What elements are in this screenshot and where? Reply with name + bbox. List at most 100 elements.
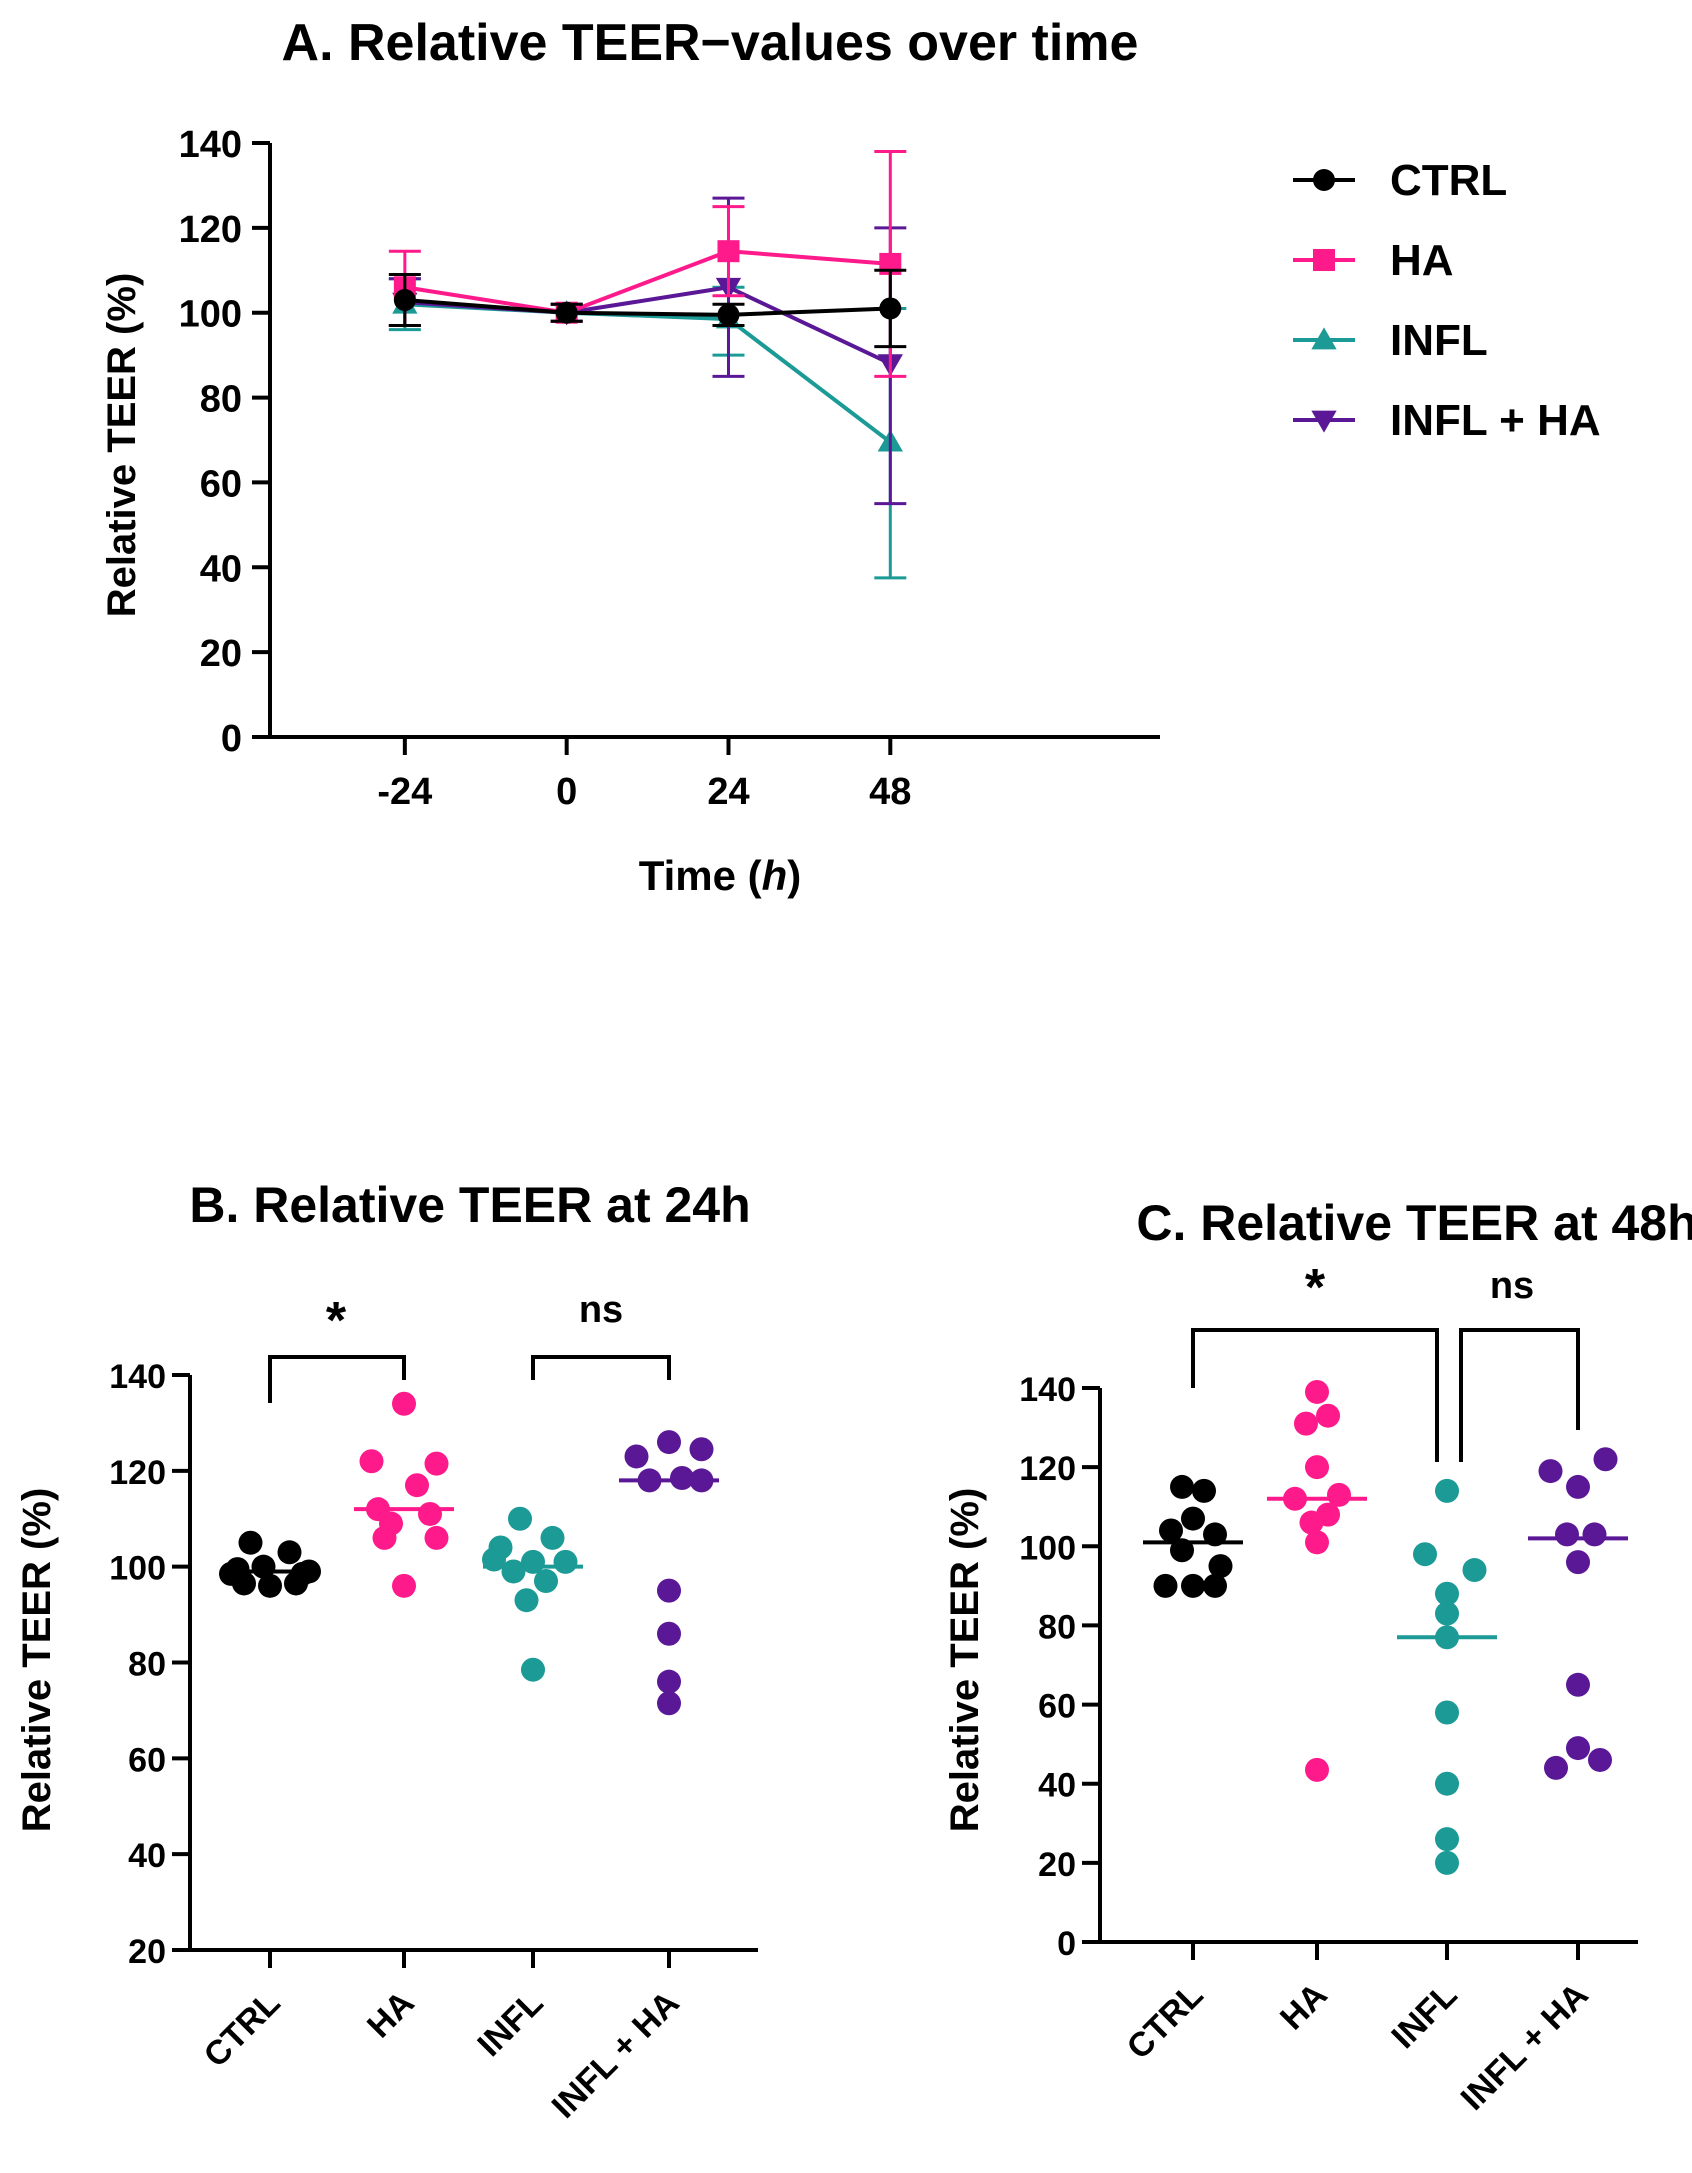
- panel-a-legend-label: INFL + HA: [1390, 396, 1601, 445]
- panel-b-data-point: [657, 1578, 681, 1603]
- panel-a-legend-marker: [1311, 327, 1337, 350]
- panel-b-y-tick-label: 100: [109, 1550, 166, 1588]
- panel-c-significance-bracket: [1191, 1328, 1439, 1462]
- panel-c-data-point: [1435, 1625, 1459, 1650]
- panel-c-y-tick-label: 100: [1019, 1529, 1076, 1567]
- panel-c-data-point: [1435, 1771, 1459, 1796]
- panel-b-title: B. Relative TEER at 24h: [189, 1177, 750, 1233]
- panel-a-series-infl: [388, 277, 907, 580]
- panel-c-significance-label: ns: [1490, 1265, 1534, 1307]
- panel-a-x-tick-label: -24: [377, 771, 432, 813]
- panel-c-y-tick-label: 20: [1038, 1846, 1076, 1884]
- panel-b-x-tick-label: CTRL: [197, 1984, 288, 2075]
- panel-c-data-point: [1435, 1478, 1459, 1503]
- panel-b-data-point: [372, 1525, 397, 1550]
- panel-c-data-point: [1582, 1522, 1607, 1547]
- panel-b-data-point: [689, 1437, 714, 1462]
- panel-b-y-axis-label: Relative TEER (%): [15, 1488, 59, 1833]
- panel-a-legend: CTRL HA INFL INFL + HA: [1293, 156, 1601, 445]
- panel-b-data-point: [219, 1561, 243, 1586]
- panel-b-data-point: [418, 1501, 442, 1526]
- panel-b-significance-bracket: [268, 1355, 406, 1403]
- panel-b-data-point: [624, 1444, 649, 1469]
- panel-c-x-tick-label: INFL: [1384, 1976, 1464, 2056]
- panel-c-data-point: [1555, 1522, 1579, 1547]
- panel-a-data-point: [393, 288, 416, 311]
- panel-b-data-point: [540, 1525, 565, 1550]
- panel-b-data-point: [482, 1547, 506, 1572]
- panel-c-data-point: [1327, 1482, 1351, 1507]
- panel-b-data-point: [424, 1525, 449, 1550]
- panel-c-data-point: [1544, 1755, 1568, 1780]
- panel-a-y-tick-label: 20: [200, 633, 242, 675]
- panel-a-series-line: [404, 249, 891, 315]
- panel-b-y-tick-label: 80: [128, 1646, 166, 1684]
- panel-a-legend-marker: [1313, 249, 1335, 271]
- panel-b-significance-label: *: [326, 1292, 347, 1350]
- panel-b-data-point: [657, 1691, 681, 1716]
- panel-a-series-line: [404, 297, 891, 317]
- panel-b-data-point: [359, 1449, 384, 1474]
- panel-c-data-point: [1588, 1747, 1612, 1772]
- panel-c-data-point: [1203, 1522, 1227, 1547]
- panel-b-data-point: [238, 1530, 263, 1555]
- panel-c-data-point: [1181, 1573, 1205, 1598]
- panel-c-y-axis-label: Relative TEER (%): [943, 1488, 987, 1833]
- panel-b-data-point: [277, 1540, 302, 1565]
- panel-c-data-point: [1203, 1573, 1227, 1598]
- panel-c-data-point: [1538, 1459, 1563, 1484]
- panel-c-scatter-chart: C. Relative TEER at 48h Relative TEER (%…: [943, 1195, 1692, 2118]
- panel-b-data-point: [501, 1559, 526, 1584]
- panel-a-data-point: [717, 303, 740, 326]
- panel-c-data-point: [1283, 1486, 1307, 1511]
- panel-a-y-tick-label: 60: [200, 463, 242, 505]
- panel-b-points: [219, 1391, 719, 1716]
- panel-b-y-tick-label: 40: [128, 1837, 166, 1875]
- panel-a-y-tick-label: 0: [221, 718, 242, 760]
- panel-c-title: C. Relative TEER at 48h: [1136, 1195, 1692, 1251]
- panel-a-y-tick-label: 80: [200, 379, 242, 421]
- panel-b-data-point: [514, 1588, 539, 1613]
- panel-a-y-tick-label: 120: [179, 209, 242, 251]
- panel-b-data-point: [392, 1391, 416, 1416]
- panel-b-data-point: [258, 1573, 282, 1598]
- panel-b-data-point: [657, 1621, 681, 1646]
- panel-c-data-point: [1170, 1538, 1194, 1563]
- panel-c-data-point: [1159, 1518, 1183, 1543]
- panel-b-y-tick-label: 20: [128, 1933, 166, 1971]
- panel-a-series-ha: [388, 149, 907, 378]
- panel-a-data-point: [555, 301, 578, 324]
- panel-c-y-ticks: 0 20 40 60 80 100 120 140: [1019, 1371, 1100, 1963]
- panel-a-y-tick-label: 40: [200, 548, 242, 590]
- panel-c-significance-bracket: [1459, 1328, 1580, 1462]
- panel-b-x-tick-label: HA: [360, 1984, 422, 2046]
- panel-c-y-tick-label: 60: [1038, 1688, 1076, 1726]
- panel-a-legend-label: INFL: [1390, 316, 1488, 365]
- panel-a-x-tick-label: 48: [869, 771, 911, 813]
- panel-b-x-tick-label: INFL + HA: [545, 1984, 687, 2126]
- panel-c-data-point: [1566, 1474, 1590, 1499]
- panel-b-scatter-chart: B. Relative TEER at 24h Relative TEER (%…: [15, 1177, 758, 2126]
- panel-c-data-point: [1153, 1573, 1178, 1598]
- panel-a-legend-marker: [1313, 169, 1335, 191]
- panel-c-y-tick-label: 120: [1019, 1450, 1076, 1488]
- panel-a-data-point: [879, 297, 902, 320]
- panel-c-data-point: [1192, 1478, 1216, 1503]
- panel-c-data-point: [1566, 1550, 1590, 1575]
- panel-b-y-tick-label: 120: [109, 1454, 166, 1492]
- panel-b-data-point: [405, 1473, 429, 1498]
- panel-b-data-point: [508, 1506, 532, 1531]
- panel-b-x-tick-label: INFL: [470, 1984, 550, 2064]
- panel-c-data-point: [1208, 1554, 1233, 1579]
- panel-a-legend-marker: [1311, 410, 1337, 433]
- panel-c-data-point: [1305, 1757, 1329, 1782]
- panel-a-title: A. Relative TEER−values over time: [282, 14, 1139, 72]
- panel-a-x-axis-label: Time (h): [639, 852, 802, 899]
- panel-b-data-point: [521, 1657, 545, 1682]
- panel-b-significance-bracket: [531, 1355, 671, 1380]
- panel-c-data-point: [1413, 1542, 1437, 1567]
- panel-c-data-point: [1435, 1601, 1459, 1626]
